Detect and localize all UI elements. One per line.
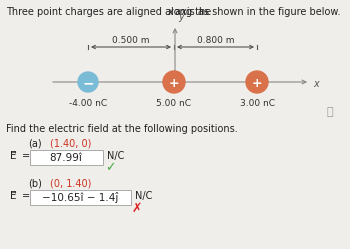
Text: 3.00 nC: 3.00 nC bbox=[239, 99, 274, 108]
Text: =: = bbox=[22, 151, 30, 161]
Text: (0, 1.40): (0, 1.40) bbox=[50, 178, 91, 188]
Circle shape bbox=[78, 72, 98, 92]
Circle shape bbox=[163, 71, 185, 93]
Text: (a): (a) bbox=[28, 138, 42, 148]
Text: 5.00 nC: 5.00 nC bbox=[156, 99, 191, 108]
Text: N/C: N/C bbox=[107, 151, 124, 161]
Text: -4.00 nC: -4.00 nC bbox=[69, 99, 107, 108]
Text: Three point charges are aligned along the: Three point charges are aligned along th… bbox=[6, 7, 214, 17]
Text: N/C: N/C bbox=[135, 191, 152, 201]
Text: +: + bbox=[252, 76, 262, 89]
Text: x: x bbox=[168, 7, 174, 17]
Text: 0.800 m: 0.800 m bbox=[197, 36, 234, 45]
Text: −: − bbox=[82, 76, 94, 90]
FancyBboxPatch shape bbox=[29, 189, 131, 204]
Text: y: y bbox=[178, 12, 184, 22]
Text: (1.40, 0): (1.40, 0) bbox=[50, 138, 91, 148]
Text: =: = bbox=[22, 191, 30, 201]
Text: E⃗: E⃗ bbox=[10, 191, 16, 201]
Text: ✓: ✓ bbox=[105, 161, 116, 174]
Text: x: x bbox=[313, 79, 319, 89]
Text: E⃗: E⃗ bbox=[10, 151, 16, 161]
FancyBboxPatch shape bbox=[29, 149, 103, 165]
Circle shape bbox=[246, 71, 268, 93]
Text: −10.65î − 1.4ĵ: −10.65î − 1.4ĵ bbox=[42, 192, 118, 203]
Text: ⓘ: ⓘ bbox=[327, 107, 333, 117]
Text: (b): (b) bbox=[28, 178, 42, 188]
Text: 0.500 m: 0.500 m bbox=[112, 36, 150, 45]
Text: +: + bbox=[169, 76, 179, 89]
Text: Find the electric field at the following positions.: Find the electric field at the following… bbox=[6, 124, 238, 134]
Text: ✗: ✗ bbox=[132, 202, 142, 215]
Text: 87.99î: 87.99î bbox=[50, 152, 83, 163]
Text: axis as shown in the figure below.: axis as shown in the figure below. bbox=[172, 7, 341, 17]
